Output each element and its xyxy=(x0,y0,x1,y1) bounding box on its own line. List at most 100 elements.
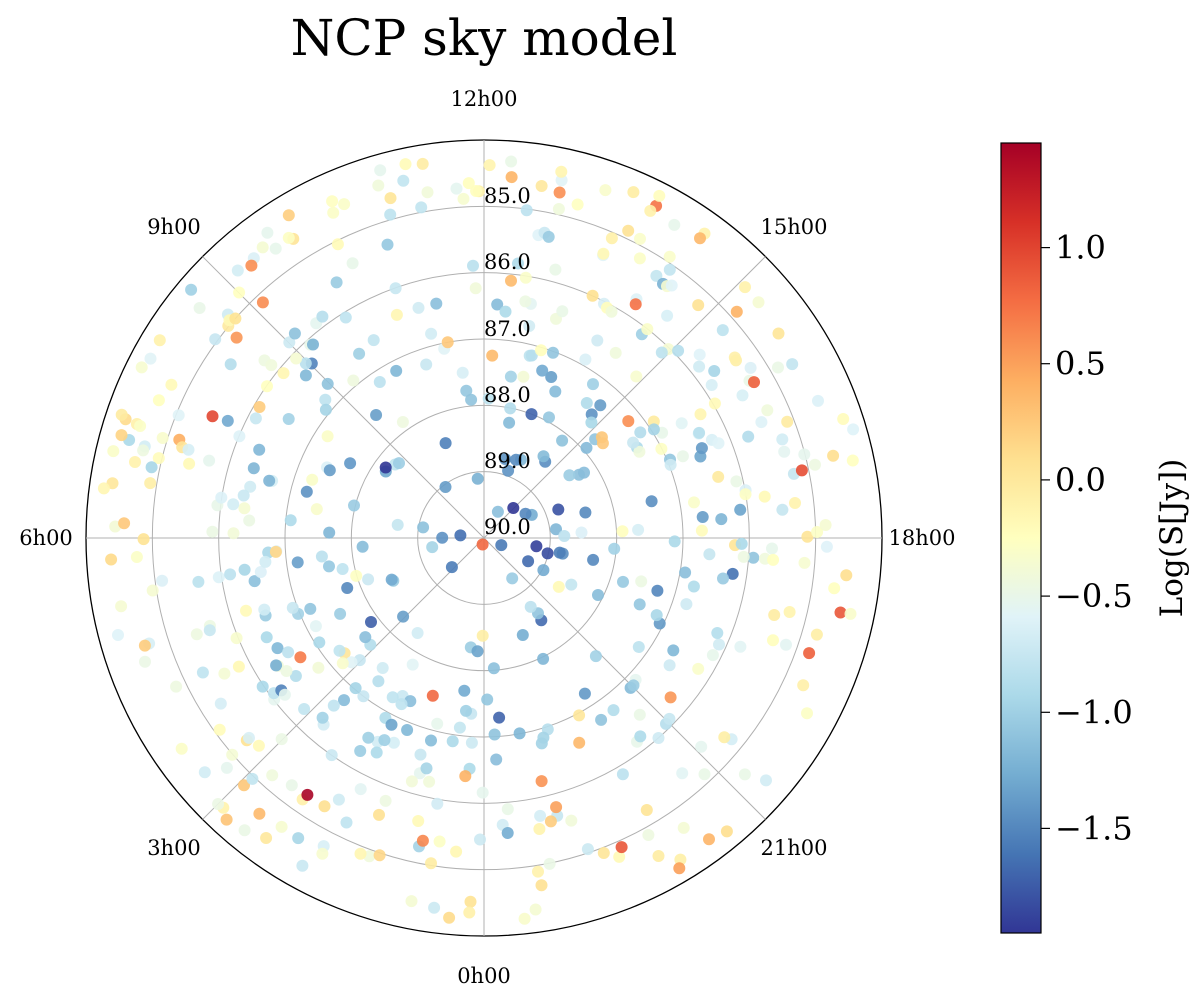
source-point xyxy=(693,426,706,439)
source-point xyxy=(367,334,380,347)
source-point xyxy=(573,709,586,722)
source-point xyxy=(694,232,706,245)
source-point xyxy=(537,731,550,744)
source-point xyxy=(553,186,566,199)
source-point xyxy=(837,413,850,425)
source-point xyxy=(642,829,655,841)
source-point xyxy=(259,555,272,568)
source-point xyxy=(464,895,477,908)
source-point xyxy=(325,749,338,762)
source-point xyxy=(716,324,729,337)
source-point xyxy=(138,639,151,652)
source-point xyxy=(441,336,454,349)
source-point xyxy=(713,638,725,651)
source-point xyxy=(315,550,328,563)
source-point xyxy=(436,531,449,544)
source-point xyxy=(776,433,789,446)
source-point xyxy=(453,721,466,734)
source-point xyxy=(847,423,860,436)
source-point xyxy=(312,661,325,674)
source-point xyxy=(261,226,274,239)
source-point xyxy=(579,506,592,519)
source-point xyxy=(165,378,178,391)
source-point xyxy=(650,269,663,282)
source-point xyxy=(736,389,749,402)
angle-tick-labels: 0h00 3h00 6h00 9h00 12h00 15h00 18h00 21… xyxy=(19,87,955,988)
source-point xyxy=(230,632,243,645)
source-point xyxy=(238,563,251,576)
source-point xyxy=(439,481,452,493)
source-point xyxy=(502,464,515,477)
source-point xyxy=(752,296,765,309)
source-point xyxy=(747,551,760,564)
source-point xyxy=(323,526,336,539)
source-point xyxy=(565,578,578,591)
source-point xyxy=(571,198,584,211)
source-point xyxy=(346,257,359,270)
source-point xyxy=(535,344,547,357)
source-point xyxy=(307,338,319,351)
source-point xyxy=(742,430,755,443)
source-point xyxy=(144,477,157,490)
source-point xyxy=(269,242,282,255)
source-point xyxy=(362,731,375,744)
source-point xyxy=(679,566,692,579)
source-point xyxy=(555,165,568,178)
source-point xyxy=(693,348,706,361)
source-point xyxy=(414,748,427,761)
source-point xyxy=(591,334,604,347)
source-point xyxy=(717,572,729,585)
source-point xyxy=(350,569,363,582)
source-point xyxy=(426,541,439,554)
source-point xyxy=(517,370,530,383)
source-point xyxy=(644,204,657,217)
source-point xyxy=(505,274,517,287)
source-point xyxy=(651,584,664,597)
ra-tick-18h: 18h00 xyxy=(889,526,956,550)
source-point xyxy=(416,834,429,847)
source-point xyxy=(213,723,226,736)
source-point xyxy=(420,762,433,775)
source-point xyxy=(115,408,128,421)
source-point xyxy=(145,461,158,474)
source-point xyxy=(465,736,478,749)
source-point xyxy=(433,835,446,848)
source-point xyxy=(801,707,813,720)
source-point xyxy=(300,485,313,498)
source-point xyxy=(609,346,622,359)
source-point xyxy=(292,832,305,845)
source-point xyxy=(596,437,609,450)
ra-tick-12h: 12h00 xyxy=(451,87,518,111)
source-point xyxy=(728,351,741,364)
source-point xyxy=(493,711,506,724)
source-point xyxy=(663,712,676,725)
source-point xyxy=(139,655,151,668)
source-point xyxy=(321,430,334,443)
source-point xyxy=(282,413,295,425)
source-point xyxy=(97,482,110,495)
source-point xyxy=(607,704,620,717)
source-point xyxy=(573,736,586,749)
source-point xyxy=(260,631,273,644)
source-point xyxy=(783,606,796,618)
ra-gridline-spoke xyxy=(202,256,485,539)
source-point xyxy=(627,679,640,692)
source-point xyxy=(263,474,276,487)
source-point xyxy=(663,250,676,263)
ra-tick-15h: 15h00 xyxy=(761,215,828,239)
source-point xyxy=(668,535,681,548)
source-point xyxy=(196,666,209,679)
source-point xyxy=(585,416,598,429)
source-point xyxy=(730,475,743,488)
source-point xyxy=(469,282,482,295)
source-point xyxy=(778,445,791,458)
source-point xyxy=(460,384,473,397)
ra-tick-6h: 6h00 xyxy=(19,526,73,550)
source-point xyxy=(415,201,428,214)
source-point xyxy=(423,775,436,788)
source-point xyxy=(664,691,677,704)
source-point xyxy=(708,397,721,410)
source-point xyxy=(536,364,549,377)
dec-tick-90: 90.0 xyxy=(484,515,531,539)
source-point xyxy=(227,527,240,540)
